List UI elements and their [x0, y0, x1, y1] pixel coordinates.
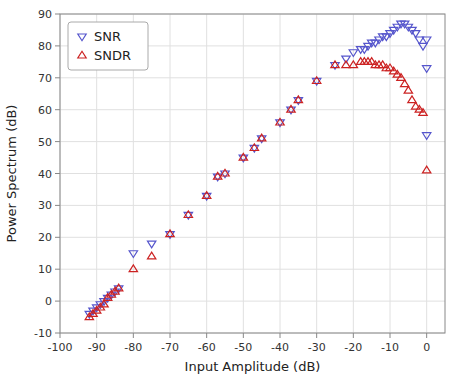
y-tick-label: 20 — [38, 231, 52, 244]
y-grid-line — [60, 141, 445, 142]
legend-box — [68, 22, 148, 70]
point — [221, 169, 229, 176]
y-tick — [55, 77, 60, 78]
y-tick-label: 0 — [45, 295, 52, 308]
point — [202, 192, 210, 199]
point — [408, 96, 416, 103]
point — [400, 80, 408, 87]
point — [419, 43, 427, 50]
chart: -100-90-80-70-60-50-40-30-20-100-1001020… — [0, 0, 459, 381]
point — [422, 37, 430, 44]
point — [404, 86, 412, 93]
y-grid-line — [60, 301, 445, 302]
x-axis-label: Input Amplitude (dB) — [185, 359, 321, 374]
point — [250, 144, 258, 151]
legend-marker — [78, 34, 86, 41]
point — [331, 61, 339, 68]
point — [342, 61, 350, 68]
point — [419, 109, 427, 116]
y-tick-label: 80 — [38, 40, 52, 53]
y-grid-line — [60, 205, 445, 206]
point — [100, 300, 108, 307]
point — [257, 134, 265, 141]
y-tick — [55, 109, 60, 110]
axes: -100-90-80-70-60-50-40-30-20-100-1001020… — [34, 8, 430, 354]
x-tick-label: -60 — [198, 341, 216, 354]
x-tick-label: -30 — [308, 341, 326, 354]
x-tick — [206, 333, 207, 338]
legend: SNR SNDR — [68, 22, 148, 70]
point — [349, 50, 357, 57]
plot-background — [60, 14, 445, 333]
point — [129, 251, 137, 258]
y-tick — [55, 301, 60, 302]
point — [166, 230, 174, 237]
y-tick-label: -10 — [34, 327, 52, 340]
y-tick-label: 60 — [38, 104, 52, 117]
point — [294, 96, 302, 103]
y-tick-label: 50 — [38, 136, 52, 149]
y-tick — [55, 269, 60, 270]
x-tick-label: -100 — [48, 341, 73, 354]
plot-frame — [60, 14, 445, 333]
y-tick-label: 10 — [38, 263, 52, 276]
point — [239, 153, 247, 160]
point — [312, 77, 320, 84]
y-tick — [55, 141, 60, 142]
point — [147, 252, 155, 259]
grid — [60, 14, 445, 333]
x-tick-label: -50 — [234, 341, 252, 354]
point — [397, 74, 405, 81]
x-tick — [353, 333, 354, 338]
x-tick — [426, 333, 427, 338]
point — [114, 284, 122, 291]
x-tick — [60, 333, 61, 338]
y-grid-line — [60, 173, 445, 174]
x-tick — [170, 333, 171, 338]
point — [422, 133, 430, 140]
y-grid-line — [60, 109, 445, 110]
x-tick-label: -10 — [381, 341, 399, 354]
y-tick-label: 70 — [38, 72, 52, 85]
x-tick-label: -20 — [344, 341, 362, 354]
point — [147, 241, 155, 248]
point — [287, 106, 295, 113]
point — [422, 66, 430, 73]
x-tick — [96, 333, 97, 338]
y-tick — [55, 173, 60, 174]
x-tick-label: -40 — [271, 341, 289, 354]
x-tick — [133, 333, 134, 338]
x-tick-label: -90 — [88, 341, 106, 354]
y-grid-line — [60, 269, 445, 270]
point — [415, 37, 423, 44]
y-tick-label: 90 — [38, 8, 52, 21]
series — [85, 58, 431, 320]
legend-marker — [78, 51, 86, 58]
y-tick — [55, 14, 60, 15]
point — [129, 265, 137, 272]
y-grid-line — [60, 77, 445, 78]
x-tick-label: -70 — [161, 341, 179, 354]
y-grid-line — [60, 237, 445, 238]
y-tick — [55, 237, 60, 238]
y-tick — [55, 45, 60, 46]
point — [276, 118, 284, 125]
legend-label: SNDR — [94, 48, 131, 63]
x-tick — [390, 333, 391, 338]
x-tick-label: -80 — [124, 341, 142, 354]
x-tick — [280, 333, 281, 338]
y-tick — [55, 205, 60, 206]
y-axis-label: Power Spectrum (dB) — [4, 105, 19, 243]
point — [422, 166, 430, 173]
y-tick-label: 40 — [38, 168, 52, 181]
x-tick — [316, 333, 317, 338]
point — [411, 31, 419, 38]
y-tick — [55, 333, 60, 334]
x-tick — [243, 333, 244, 338]
x-tick-label: 0 — [423, 341, 430, 354]
point — [184, 211, 192, 218]
legend-label: SNR — [94, 29, 121, 44]
y-tick-label: 30 — [38, 199, 52, 212]
